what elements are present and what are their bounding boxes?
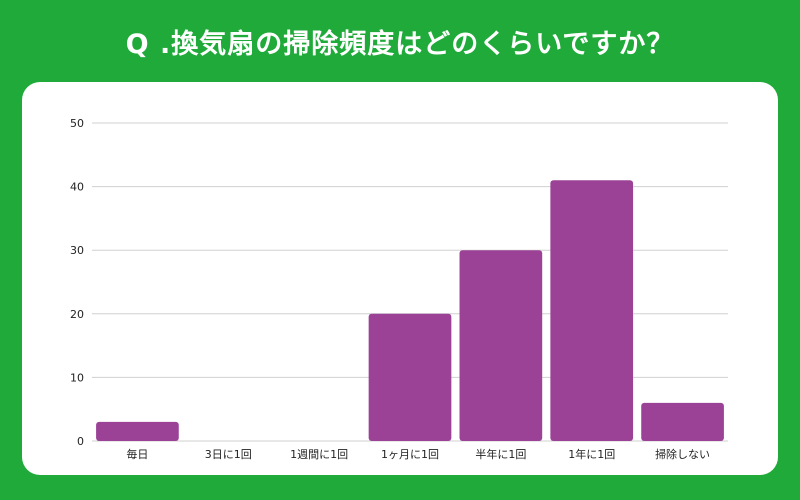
x-category-label: 3日に1回 xyxy=(205,448,252,461)
x-axis-labels: 毎日 3日に1回 1週間に1回 1ヶ月に1回 半年に1回 1年に1回 掃除しない xyxy=(126,447,710,461)
x-category-label: 1年に1回 xyxy=(568,447,615,461)
bar xyxy=(641,402,724,441)
y-tick-label: 20 xyxy=(70,308,84,321)
bar xyxy=(96,421,179,441)
y-axis-ticks: 0 10 20 30 40 50 xyxy=(70,117,84,448)
x-category-label: 1週間に1回 xyxy=(290,448,348,461)
bar-chart: 0 10 20 30 40 50 毎日 3日に1回 1週間に1回 1ヶ月に1回 半年に1回 1年に1… xyxy=(70,117,728,461)
y-tick-label: 30 xyxy=(70,244,84,257)
y-tick-label: 50 xyxy=(70,117,84,130)
x-category-label: 毎日 xyxy=(126,448,148,461)
x-category-label: 1ヶ月に1回 xyxy=(381,448,439,461)
bars xyxy=(96,180,724,441)
chart-card: 0 10 20 30 40 50 毎日 3日に1回 1週間に1回 1ヶ月に1回 半年に1回 1年に1… xyxy=(22,82,778,475)
y-tick-label: 0 xyxy=(77,435,84,448)
bar xyxy=(368,313,452,441)
y-tick-label: 10 xyxy=(70,371,84,384)
x-category-label: 半年に1回 xyxy=(475,447,526,461)
bar xyxy=(550,180,634,441)
x-category-label: 掃除しない xyxy=(655,447,710,461)
bar xyxy=(459,250,543,441)
chart-title: Q .換気扇の掃除頻度はどのくらいですか？ xyxy=(125,29,675,60)
y-tick-label: 40 xyxy=(70,181,84,194)
